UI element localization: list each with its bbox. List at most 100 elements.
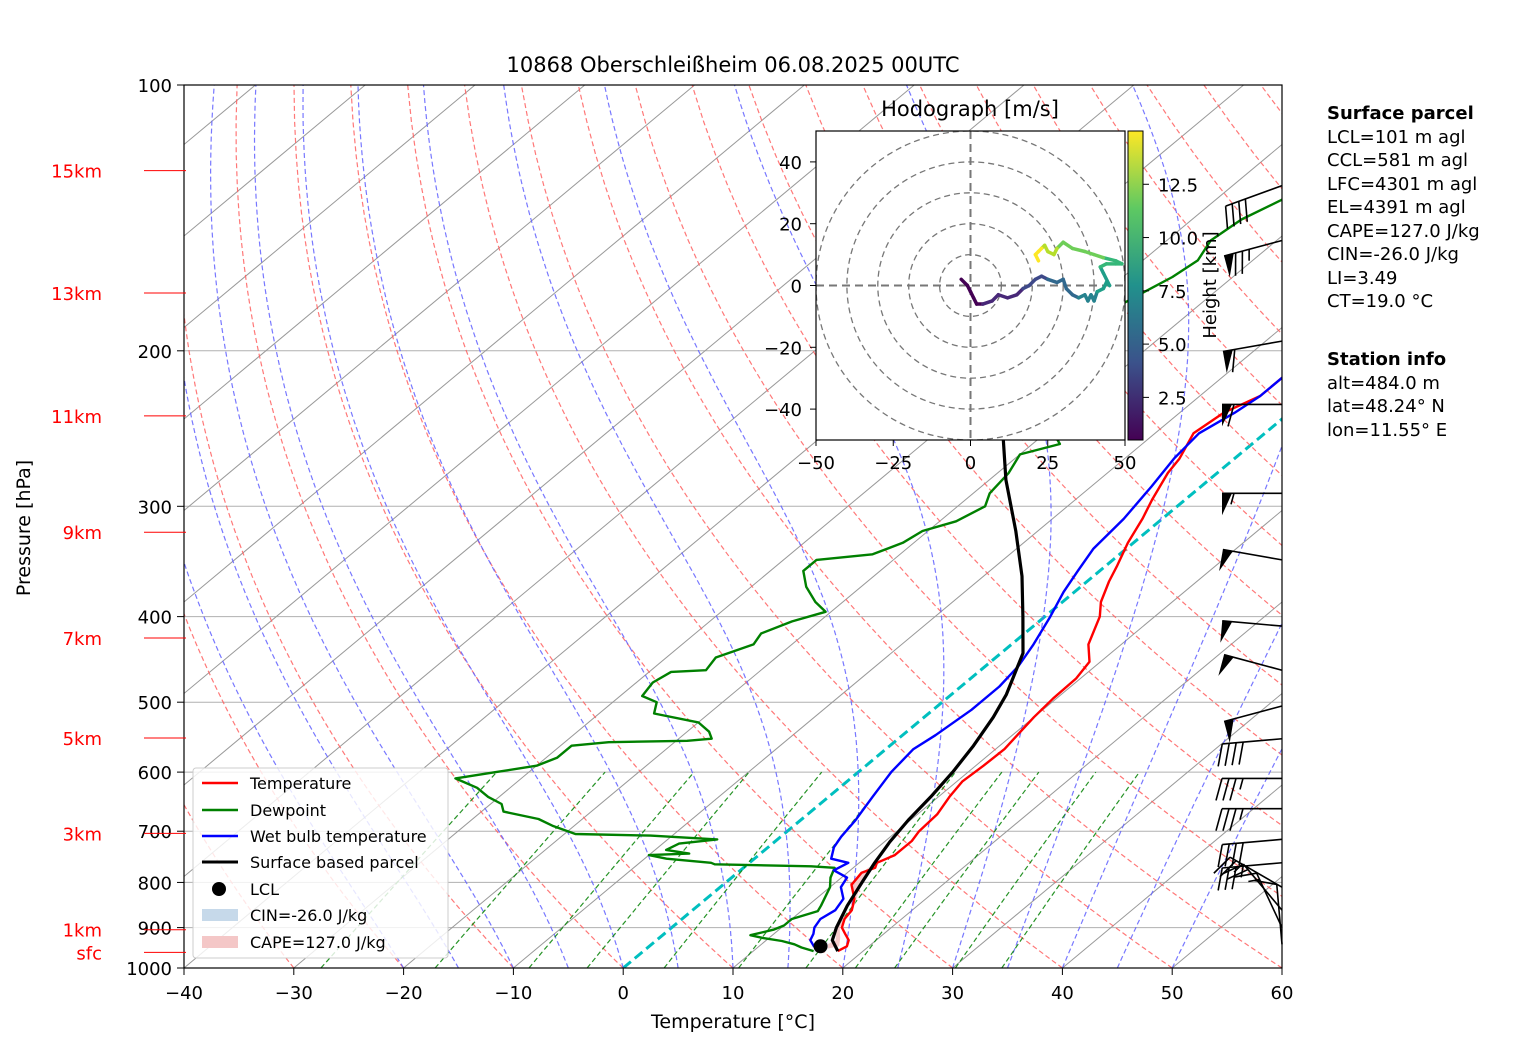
- y-tick-label: 1000: [126, 959, 172, 980]
- wind-barb: [1222, 492, 1282, 516]
- wind-barb: [1217, 737, 1283, 767]
- hodograph-segment: [1033, 252, 1041, 263]
- x-tick-label: 60: [1271, 983, 1294, 1004]
- colorbar-label: Height [km]: [1200, 231, 1221, 338]
- mixing-ratio-line: [1001, 771, 1140, 968]
- y-axis: 1000 900 800 700 600 500 400 300 200 100: [126, 76, 184, 980]
- barb-full: [1231, 349, 1236, 373]
- x-tick-label: −30: [275, 983, 313, 1004]
- isotherm-line: [184, 85, 915, 695]
- barb-flag: [1224, 718, 1234, 743]
- mixing-ratio-line: [434, 771, 606, 968]
- surface-parcel-info: Surface parcel LCL=101 m agl CCL=581 m a…: [1327, 102, 1480, 314]
- info-el: EL=4391 m agl: [1327, 197, 1466, 218]
- height-label: 13km: [51, 284, 102, 305]
- colorbar-ticks: 2.5 5.0 7.5 10.0 12.5: [1143, 175, 1198, 409]
- station-info-title: Station info: [1327, 349, 1447, 370]
- dry-adiabat: [577, 85, 1282, 968]
- mixing-ratio-line: [663, 771, 823, 968]
- dry-adiabat: [634, 85, 1282, 898]
- x-tick-label: −40: [165, 983, 203, 1004]
- height-label: 7km: [63, 629, 102, 650]
- info-li: LI=3.49: [1327, 267, 1398, 289]
- cape-cin-fills: [813, 866, 870, 952]
- barb-full: [1213, 856, 1231, 874]
- barb-full: [1222, 863, 1244, 875]
- mixing-ratio-line: [854, 771, 1003, 968]
- height-label: 1km: [63, 921, 102, 942]
- dry-adiabat: [975, 85, 1282, 477]
- isotherm-line: [184, 85, 695, 512]
- wind-barb: [1220, 620, 1283, 643]
- chart-title: 10868 Oberschleißheim 06.08.2025 00UTC: [507, 53, 960, 77]
- isotherm-line: [293, 143, 1282, 968]
- barb-staff: [1225, 184, 1283, 207]
- wind-barb: [1222, 863, 1283, 911]
- colorbar-tick-label: 7.5: [1158, 282, 1187, 303]
- barb-staff: [1222, 861, 1283, 869]
- info-cin: CIN=-26.0 J/kg: [1327, 244, 1459, 265]
- isotherm-line: [513, 326, 1282, 968]
- dry-adiabat: [350, 85, 844, 968]
- height-label: sfc: [76, 943, 102, 964]
- legend-cape-label: CAPE=127.0 J/kg: [250, 933, 386, 952]
- colorbar-tick-label: 2.5: [1158, 388, 1187, 409]
- moist-adiabat: [733, 85, 945, 968]
- isotherm-line: [1062, 784, 1282, 968]
- barb-half: [1230, 493, 1235, 505]
- barb-staff: [1222, 737, 1283, 745]
- barb-full: [1222, 808, 1230, 831]
- barb-flag: [1222, 493, 1232, 516]
- hodograph-axes: −50 −25 0 25 50 −40 −20 0 20 40: [764, 153, 1136, 474]
- moist-adiabat: [1116, 621, 1282, 968]
- height-label: 11km: [51, 407, 102, 428]
- wind-barb: [1224, 184, 1283, 229]
- isotherm-line: [184, 85, 586, 420]
- info-lat: lat=48.24° N: [1327, 396, 1445, 417]
- mixing-ratio-line: [738, 771, 893, 968]
- y-tick-label: 300: [138, 497, 172, 518]
- hodograph-background: [816, 131, 1125, 440]
- hodograph-grid: [816, 131, 1125, 440]
- barb-flag: [1222, 404, 1232, 427]
- dry-adiabat: [293, 85, 734, 968]
- hodograph-segment: [1101, 255, 1118, 263]
- x-tick-label: 10: [722, 983, 745, 1004]
- wind-barbs: [1213, 184, 1283, 945]
- hodograph-y-tick-label: −40: [764, 400, 802, 421]
- hodograph-x-tick-label: −25: [874, 453, 912, 474]
- barb-full: [1229, 808, 1237, 831]
- legend: Temperature Dewpoint Wet bulb temperatur…: [192, 767, 449, 959]
- x-tick-label: −10: [494, 983, 532, 1004]
- hodograph-x-tick-label: 0: [965, 453, 976, 474]
- wind-barb: [1223, 705, 1283, 743]
- barb-full: [1227, 404, 1235, 427]
- height-label: 15km: [51, 162, 102, 183]
- hodograph-segment: [1061, 240, 1075, 251]
- legend-lcl-label: LCL: [250, 880, 279, 899]
- dry-adiabat: [520, 85, 1173, 968]
- barb-flag: [1222, 349, 1233, 374]
- wind-barb: [1254, 879, 1283, 945]
- y-tick-label: 200: [138, 342, 172, 363]
- barb-full: [1224, 743, 1230, 766]
- zero-isotherm: [622, 417, 1282, 968]
- info-ccl: CCL=581 m agl: [1327, 150, 1469, 171]
- wind-barb: [1219, 548, 1283, 572]
- height-label: 5km: [63, 729, 102, 750]
- x-tick-label: −20: [385, 983, 423, 1004]
- wind-barb: [1217, 838, 1283, 868]
- moist-adiabat: [253, 85, 569, 968]
- moist-adiabat: [302, 85, 624, 968]
- barb-half: [1239, 778, 1244, 790]
- height-label: 3km: [63, 824, 102, 845]
- barb-staff: [1275, 884, 1283, 945]
- hodograph-x-tick-label: 50: [1114, 453, 1137, 474]
- colorbar-tick-label: 5.0: [1158, 335, 1187, 356]
- barb-flag: [1224, 253, 1234, 278]
- x-tick-label: 0: [617, 983, 628, 1004]
- surface-parcel-title: Surface parcel: [1327, 103, 1474, 124]
- barb-full: [1224, 843, 1230, 867]
- barb-full: [1224, 206, 1229, 229]
